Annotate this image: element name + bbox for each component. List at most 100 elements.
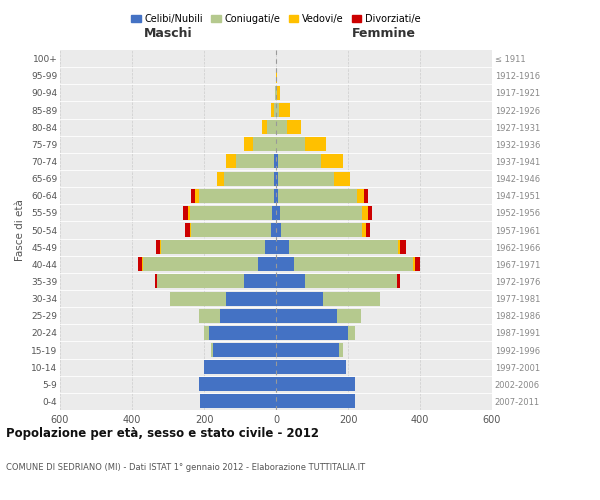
Bar xyxy=(276,103,279,117)
Bar xyxy=(217,172,224,185)
Bar xyxy=(211,343,213,357)
Bar xyxy=(348,326,355,340)
Bar xyxy=(276,274,305,288)
Bar xyxy=(277,86,280,100)
Bar xyxy=(289,240,398,254)
Bar xyxy=(274,172,276,185)
Text: Popolazione per età, sesso e stato civile - 2012: Popolazione per età, sesso e stato civil… xyxy=(6,428,319,440)
Y-axis label: Fasce di età: Fasce di età xyxy=(16,199,25,261)
Bar xyxy=(305,138,326,151)
Bar xyxy=(337,308,361,322)
Bar xyxy=(161,240,265,254)
Bar xyxy=(279,103,290,117)
Bar xyxy=(305,274,397,288)
Bar xyxy=(281,223,362,237)
Bar xyxy=(224,172,274,185)
Bar xyxy=(185,223,190,237)
Bar xyxy=(244,274,276,288)
Bar xyxy=(276,360,346,374)
Bar xyxy=(276,188,278,202)
Bar xyxy=(199,188,274,202)
Bar xyxy=(362,223,366,237)
Bar xyxy=(323,292,380,306)
Bar xyxy=(220,308,276,322)
Bar xyxy=(213,343,276,357)
Bar xyxy=(204,360,276,374)
Bar xyxy=(262,120,267,134)
Bar xyxy=(276,172,278,185)
Bar xyxy=(274,154,276,168)
Bar xyxy=(276,154,278,168)
Bar xyxy=(226,154,236,168)
Bar xyxy=(368,206,372,220)
Bar xyxy=(267,120,276,134)
Bar xyxy=(190,206,272,220)
Bar xyxy=(274,188,276,202)
Bar xyxy=(276,68,277,82)
Bar xyxy=(276,378,355,392)
Bar xyxy=(209,326,276,340)
Bar xyxy=(276,258,294,272)
Bar xyxy=(191,223,271,237)
Bar xyxy=(271,223,276,237)
Bar xyxy=(195,188,199,202)
Bar xyxy=(244,138,253,151)
Bar xyxy=(276,343,339,357)
Bar xyxy=(276,326,348,340)
Bar xyxy=(278,172,334,185)
Bar xyxy=(204,326,209,340)
Bar xyxy=(398,240,400,254)
Bar xyxy=(276,394,355,408)
Bar xyxy=(334,172,350,185)
Bar xyxy=(321,154,343,168)
Bar xyxy=(339,343,343,357)
Bar xyxy=(278,154,321,168)
Bar xyxy=(276,86,277,100)
Bar xyxy=(366,223,370,237)
Bar xyxy=(156,240,160,254)
Bar xyxy=(413,258,415,272)
Bar xyxy=(362,206,368,220)
Bar xyxy=(400,240,406,254)
Bar xyxy=(191,188,195,202)
Bar xyxy=(199,378,276,392)
Bar xyxy=(199,308,220,322)
Bar xyxy=(200,394,276,408)
Bar xyxy=(142,258,143,272)
Bar xyxy=(188,206,190,220)
Bar xyxy=(276,138,305,151)
Bar xyxy=(139,258,142,272)
Bar xyxy=(184,206,188,220)
Bar xyxy=(226,292,276,306)
Bar xyxy=(280,206,362,220)
Bar xyxy=(357,188,364,202)
Legend: Celibi/Nubili, Coniugati/e, Vedovi/e, Divorziati/e: Celibi/Nubili, Coniugati/e, Vedovi/e, Di… xyxy=(127,10,425,28)
Bar xyxy=(276,292,323,306)
Bar xyxy=(253,138,276,151)
Bar xyxy=(276,240,289,254)
Bar xyxy=(415,258,420,272)
Bar xyxy=(276,223,281,237)
Bar xyxy=(275,86,276,100)
Bar xyxy=(276,308,337,322)
Text: Maschi: Maschi xyxy=(143,26,193,40)
Text: COMUNE DI SEDRIANO (MI) - Dati ISTAT 1° gennaio 2012 - Elaborazione TUTTITALIA.I: COMUNE DI SEDRIANO (MI) - Dati ISTAT 1° … xyxy=(6,462,365,471)
Bar xyxy=(272,206,276,220)
Bar xyxy=(287,120,301,134)
Bar xyxy=(294,258,413,272)
Bar xyxy=(143,258,258,272)
Bar xyxy=(170,292,226,306)
Bar xyxy=(271,103,274,117)
Bar xyxy=(276,206,280,220)
Bar xyxy=(265,240,276,254)
Bar xyxy=(364,188,368,202)
Bar xyxy=(278,188,357,202)
Bar xyxy=(236,154,274,168)
Bar xyxy=(397,274,400,288)
Bar xyxy=(274,103,276,117)
Bar xyxy=(190,223,191,237)
Text: Femmine: Femmine xyxy=(352,26,416,40)
Bar xyxy=(276,120,287,134)
Bar xyxy=(155,274,157,288)
Bar xyxy=(160,240,161,254)
